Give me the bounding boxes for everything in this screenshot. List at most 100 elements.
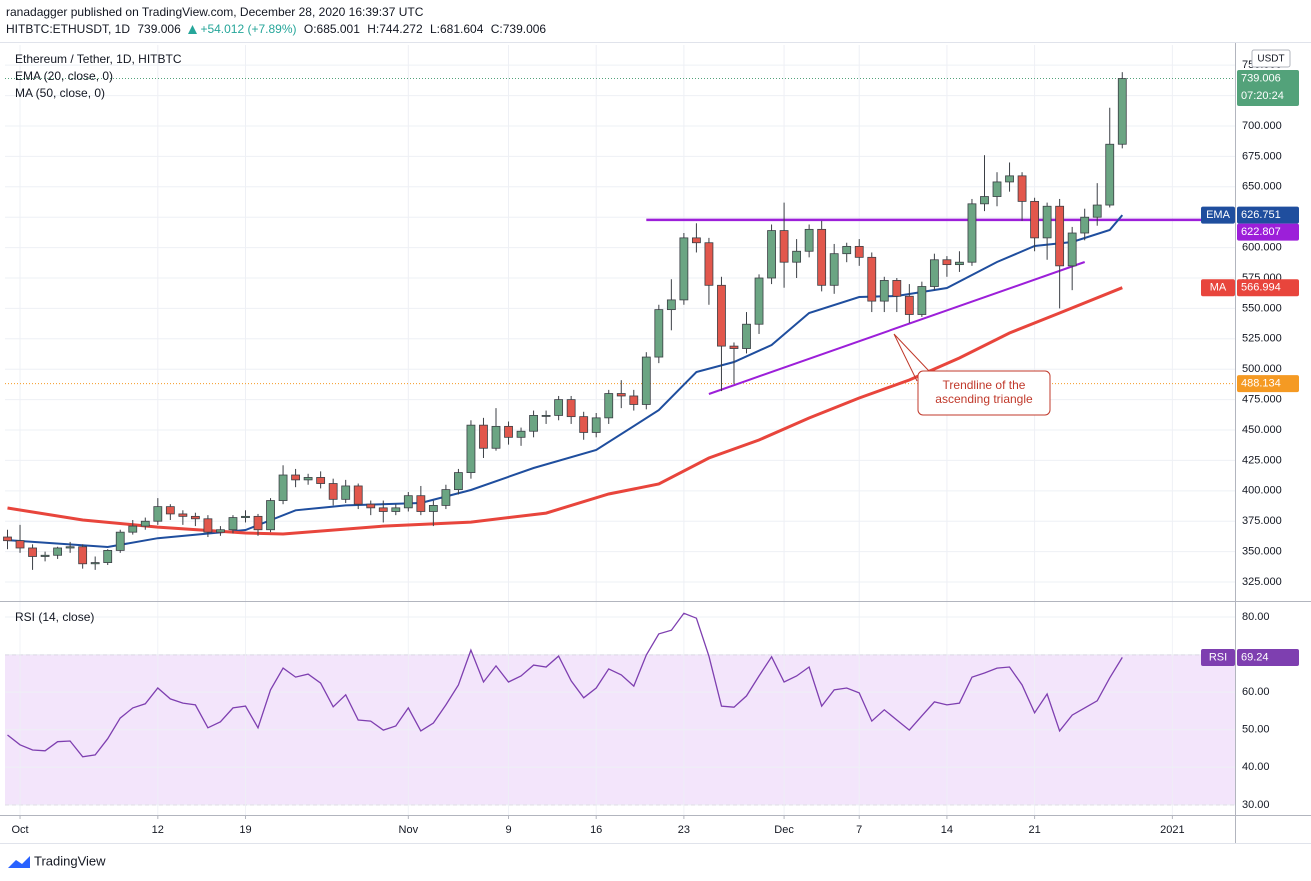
price-badge — [1237, 279, 1299, 297]
price-badge — [1237, 70, 1299, 107]
y-tick-label: 350.000 — [1242, 546, 1282, 558]
candle-body — [992, 181, 1002, 197]
candle-body — [3, 536, 12, 542]
candle-body — [842, 245, 852, 255]
candle-body — [679, 237, 689, 301]
candle-body — [779, 230, 789, 263]
candle-body — [441, 489, 451, 506]
candle-body — [1030, 200, 1039, 239]
ohlc-close: C:739.006 — [490, 22, 547, 36]
candle-body — [616, 393, 626, 397]
candle-body — [729, 345, 739, 349]
candle-body — [817, 228, 827, 286]
ohlc-open: O:685.001 — [303, 22, 360, 36]
candle-body — [792, 250, 802, 263]
candle-body — [103, 550, 113, 563]
price-badge-tag — [1201, 206, 1235, 224]
annotation-box — [917, 370, 1051, 416]
price-badge — [1237, 375, 1299, 393]
x-tick-label: Nov — [399, 824, 419, 836]
x-tick-label: 12 — [152, 824, 164, 836]
candle-body — [854, 245, 864, 258]
y-tick-label: 40.00 — [1242, 761, 1270, 773]
price-badge-value: 622.807 — [1241, 226, 1281, 238]
candle-body — [892, 280, 902, 297]
candle-body — [692, 237, 701, 244]
candle-body — [917, 286, 927, 315]
legend-entry: EMA (20, close, 0) — [15, 69, 113, 83]
price-badge-value: 739.006 — [1241, 72, 1281, 84]
rsi-badge-tag-label: RSI — [1209, 651, 1227, 663]
candle-body — [341, 485, 351, 500]
trendline — [708, 261, 1086, 395]
candle-body — [980, 196, 989, 205]
candle-body — [955, 261, 964, 266]
candle-body — [178, 513, 188, 517]
symbol: HITBTC:ETHUSDT, 1D — [6, 22, 131, 36]
candle-body — [566, 399, 576, 418]
candle-body — [416, 495, 426, 512]
up-arrow — [188, 25, 198, 34]
ohlc-low: L:681.604 — [429, 22, 484, 36]
x-tick-label: 2021 — [1160, 824, 1184, 836]
last-price: 739.006 — [137, 22, 181, 36]
x-tick-label: 21 — [1028, 824, 1040, 836]
candle-body — [190, 515, 200, 520]
change: +54.012 (+7.89%) — [200, 22, 297, 36]
candle-body — [378, 507, 388, 512]
candle-body — [904, 295, 914, 315]
candle-body — [153, 506, 163, 522]
x-tick-label: 19 — [239, 824, 251, 836]
price-badge-tag-label: MA — [1210, 282, 1227, 294]
price-badge-value: 626.751 — [1241, 209, 1281, 221]
y-tick-label: 325.000 — [1242, 576, 1282, 588]
y-tick-label: 550.000 — [1242, 302, 1282, 314]
y-tick-label: 375.000 — [1242, 515, 1282, 527]
x-tick-label: 16 — [590, 824, 602, 836]
candle-body — [128, 525, 138, 533]
y-tick-label: 425.000 — [1242, 454, 1282, 466]
y-tick-label: 675.000 — [1242, 150, 1282, 162]
annotation-pointer — [893, 333, 930, 382]
y-tick-label: 700.000 — [1242, 120, 1282, 132]
candle-body — [704, 242, 714, 286]
x-tick-label: 7 — [856, 824, 862, 836]
candle-body — [165, 506, 175, 515]
candle-body — [541, 415, 551, 417]
candle-body — [328, 483, 338, 500]
y-tick-label: 50.00 — [1242, 724, 1270, 736]
candle-body — [879, 280, 889, 302]
candle-body — [591, 417, 601, 433]
candle-body — [717, 284, 726, 347]
y-tick-label: 450.000 — [1242, 424, 1282, 436]
candle-body — [53, 547, 63, 556]
candle-body — [428, 505, 438, 512]
candle-body — [967, 203, 977, 263]
candle-body — [28, 547, 37, 557]
price-badge-value: 566.994 — [1241, 282, 1281, 294]
y-tick-label: 80.00 — [1242, 611, 1270, 623]
y-tick-label: 400.000 — [1242, 485, 1282, 497]
legend-entry: MA (50, close, 0) — [15, 86, 105, 100]
candle-body — [140, 520, 150, 527]
candle-body — [78, 546, 88, 565]
price-badge-tag-label: EMA — [1206, 209, 1231, 221]
price-badge — [1237, 206, 1299, 224]
candle-body — [1005, 175, 1014, 183]
candle-body — [742, 323, 751, 349]
x-tick-label: 23 — [678, 824, 690, 836]
candle-body — [929, 259, 939, 287]
candle-body — [579, 416, 589, 433]
ma-line — [7, 214, 1124, 549]
candle-body — [529, 415, 538, 432]
candle-body — [629, 395, 639, 405]
candle-body — [353, 485, 363, 505]
y-tick-label: 500.000 — [1242, 363, 1282, 375]
rsi-badge-tag — [1201, 648, 1235, 666]
candle-body — [203, 518, 213, 533]
candle-body — [291, 474, 300, 481]
candle-body — [316, 477, 326, 484]
y-tick-label: 475.000 — [1242, 394, 1282, 406]
